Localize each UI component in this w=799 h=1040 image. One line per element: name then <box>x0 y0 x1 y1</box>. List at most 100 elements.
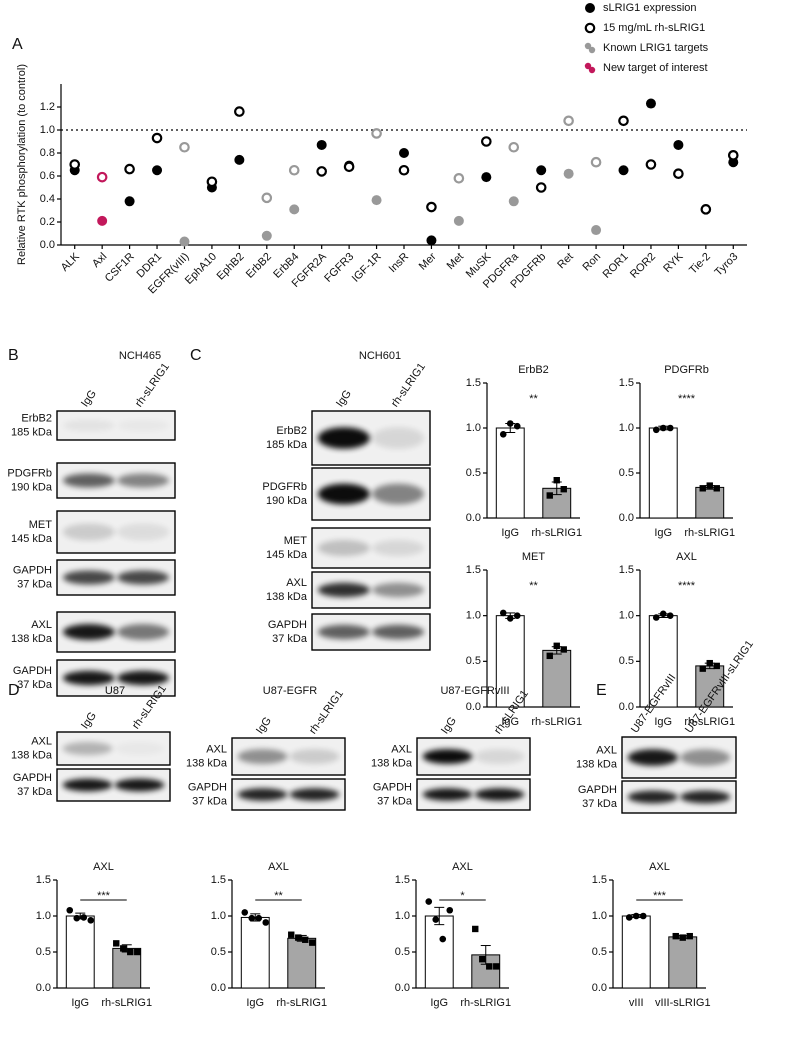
significance: ** <box>274 890 283 902</box>
y-tick-label: 0.5 <box>466 655 481 667</box>
data-point <box>506 420 514 427</box>
row-size: 37 kDa <box>17 679 53 691</box>
blot-band <box>372 582 425 598</box>
data-point <box>479 956 486 963</box>
data-point <box>241 909 249 916</box>
blot-band <box>372 427 425 449</box>
row-protein: AXL <box>31 735 52 747</box>
row-protein: PDGFRb <box>262 481 307 493</box>
row-protein: AXL <box>286 577 307 589</box>
x-tick-label: RYK <box>661 250 686 275</box>
y-tick-label: 0.5 <box>211 946 226 958</box>
y-tick-label: 1.0 <box>466 422 481 434</box>
data-point <box>262 919 270 926</box>
row-protein: GAPDH <box>13 772 52 784</box>
data-point <box>645 159 657 170</box>
blot-band <box>117 523 170 541</box>
data-point <box>453 215 464 226</box>
row-protein: PDGFRb <box>7 467 52 479</box>
data-point <box>672 932 679 940</box>
data-point <box>652 614 660 621</box>
data-point <box>481 136 492 147</box>
data-point <box>486 963 493 970</box>
data-point <box>66 906 74 914</box>
x-tick-label: ALK <box>59 250 83 274</box>
data-point <box>536 165 547 176</box>
data-point <box>179 141 190 153</box>
blot-band <box>289 788 340 801</box>
data-point <box>699 665 706 672</box>
y-tick-label: 1.0 <box>40 124 55 136</box>
blot-band <box>62 624 115 640</box>
data-point <box>625 914 633 921</box>
data-point <box>87 917 95 924</box>
legend-marker <box>585 3 595 13</box>
chart-title: AXL <box>649 861 670 873</box>
x-tick-label: vIII <box>629 997 644 1009</box>
legend-label: Known LRIG1 targets <box>603 42 709 54</box>
data-point <box>371 128 382 139</box>
blot-band <box>317 624 370 640</box>
data-point <box>666 424 674 432</box>
row-size: 37 kDa <box>272 633 308 645</box>
y-tick-label: 0.0 <box>466 701 481 713</box>
row-size: 185 kDa <box>266 439 308 451</box>
x-tick-label: Ron <box>580 251 603 274</box>
blot-band <box>422 749 473 764</box>
blot-band <box>117 624 170 640</box>
significance: **** <box>678 580 696 592</box>
data-point <box>289 204 300 215</box>
y-tick-label: 0.4 <box>40 193 55 205</box>
blot-band <box>117 420 169 432</box>
data-point <box>343 161 355 173</box>
data-point <box>120 945 127 952</box>
legend-marker <box>588 46 596 54</box>
y-tick-label: 0.0 <box>36 982 51 994</box>
data-point <box>439 935 447 943</box>
row-size: 190 kDa <box>11 481 53 493</box>
data-point <box>309 939 316 946</box>
data-point <box>618 165 629 176</box>
data-point <box>632 912 640 920</box>
data-point <box>127 948 134 956</box>
blot-band <box>317 540 370 556</box>
chart-title: AXL <box>268 861 289 873</box>
blot-band <box>372 483 425 505</box>
data-point <box>713 485 720 492</box>
x-tick-label: rh-sLRIG1 <box>684 527 735 539</box>
x-tick-label: rh-sLRIG1 <box>531 527 582 539</box>
blot-band <box>62 741 113 756</box>
blot-band <box>680 790 731 804</box>
data-point <box>446 906 454 914</box>
panel-letter: E <box>596 682 607 699</box>
y-tick-label: 0.5 <box>395 946 410 958</box>
blot-band <box>317 582 370 598</box>
row-size: 190 kDa <box>266 495 308 507</box>
panel-letter: B <box>8 347 19 364</box>
x-tick-label: vIII-sLRIG1 <box>655 997 711 1009</box>
data-point <box>706 659 713 667</box>
row-protein: GAPDH <box>373 781 412 793</box>
significance: ** <box>529 580 538 592</box>
data-point <box>248 914 256 922</box>
x-tick-label: Axl <box>90 251 109 270</box>
x-tick-label: IgG <box>501 716 519 728</box>
data-point <box>426 201 437 213</box>
x-tick-label: InsR <box>387 251 412 276</box>
x-tick-label: Met <box>445 251 466 272</box>
data-point <box>288 931 295 938</box>
panel-letter: D <box>8 682 20 699</box>
row-protein: AXL <box>206 743 227 755</box>
significance: *** <box>97 890 111 902</box>
blot-band <box>474 788 525 801</box>
x-tick-label: FGFR3 <box>322 251 356 285</box>
row-protein: MET <box>29 519 53 531</box>
x-tick-label: ErbB2 <box>244 251 274 281</box>
data-point <box>727 150 739 161</box>
bar <box>695 486 725 519</box>
legend-marker <box>584 42 592 50</box>
bar <box>621 915 651 989</box>
chart-title: AXL <box>452 861 473 873</box>
row-protein: MET <box>284 535 308 547</box>
row-size: 145 kDa <box>11 533 53 545</box>
